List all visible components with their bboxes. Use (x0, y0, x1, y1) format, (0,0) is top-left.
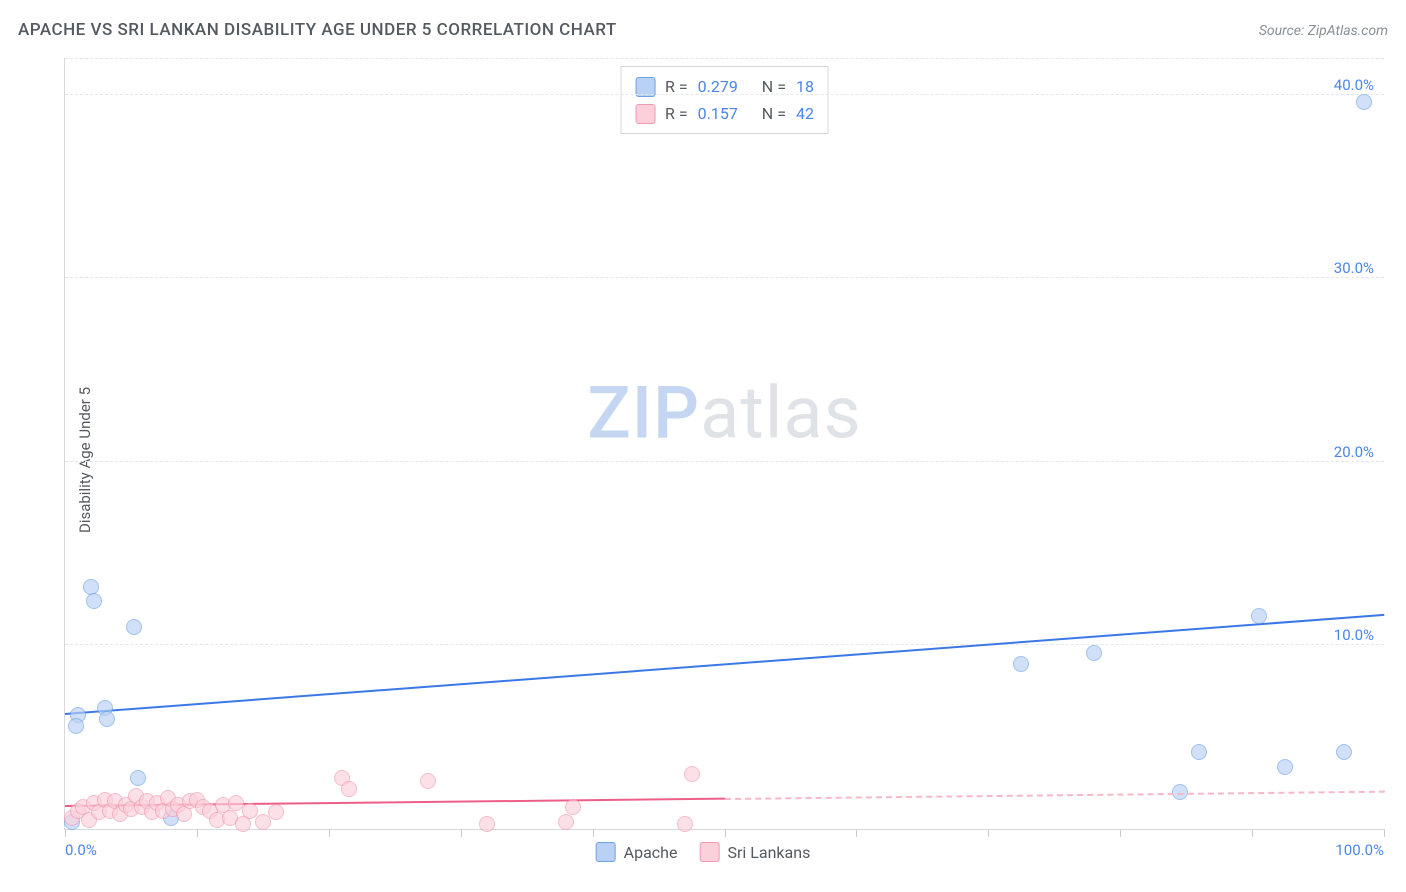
legend-label-apache: Apache (624, 843, 678, 862)
x-tick (461, 829, 462, 837)
scatter-point (268, 804, 284, 820)
y-tick-label: 20.0% (1334, 443, 1374, 461)
legend-item-apache: Apache (596, 842, 678, 862)
scatter-point (1086, 645, 1102, 661)
scatter-point (1013, 656, 1029, 672)
r-value-srilankans: 0.157 (698, 100, 738, 127)
scatter-point (341, 781, 357, 797)
watermark-zip: ZIP (587, 370, 700, 455)
r-label: R = (665, 73, 688, 100)
scatter-point (1191, 744, 1207, 760)
x-tick (1252, 829, 1253, 837)
legend-stats-box: R = 0.279 N = 18 R = 0.157 N = 42 (620, 66, 829, 134)
y-tick-label: 30.0% (1334, 259, 1374, 277)
scatter-point (1336, 744, 1352, 760)
legend-bottom: Apache Sri Lankans (596, 842, 811, 862)
y-tick-label: 10.0% (1334, 626, 1374, 644)
x-tick (988, 829, 989, 837)
scatter-point (130, 770, 146, 786)
swatch-srilankans-icon (635, 104, 655, 124)
scatter-point (1356, 94, 1372, 110)
n-label: N = (762, 73, 786, 100)
n-label: N = (762, 100, 786, 127)
watermark-atlas: atlas (700, 370, 862, 455)
source-label: Source: ZipAtlas.com (1259, 23, 1388, 39)
trend-line (724, 790, 1384, 799)
gridline (65, 94, 1384, 95)
x-tick (725, 829, 726, 837)
x-tick (65, 829, 66, 837)
x-tick (593, 829, 594, 837)
scatter-point (1277, 759, 1293, 775)
x-tick (329, 829, 330, 837)
x-tick (1120, 829, 1121, 837)
x-tick (856, 829, 857, 837)
scatter-point (86, 593, 102, 609)
scatter-point (83, 579, 99, 595)
chart-title: APACHE VS SRI LANKAN DISABILITY AGE UNDE… (18, 20, 617, 40)
gridline (65, 58, 1384, 59)
y-tick-label: 40.0% (1334, 76, 1374, 94)
legend-label-srilankans: Sri Lankans (727, 843, 810, 862)
scatter-point (420, 773, 436, 789)
scatter-point (558, 814, 574, 830)
x-tick (1384, 829, 1385, 837)
scatter-point (126, 619, 142, 635)
scatter-point (479, 816, 495, 832)
swatch-srilankans-icon (699, 842, 719, 862)
gridline (65, 277, 1384, 278)
plot-wrap: Disability Age Under 5 ZIPatlas R = 0.27… (18, 48, 1388, 872)
n-value-apache: 18 (796, 73, 814, 100)
r-label: R = (665, 100, 688, 127)
legend-row-apache: R = 0.279 N = 18 (635, 73, 814, 100)
gridline (65, 461, 1384, 462)
scatter-point (68, 718, 84, 734)
chart-header: APACHE VS SRI LANKAN DISABILITY AGE UNDE… (18, 20, 1388, 40)
x-tick (197, 829, 198, 837)
x-tick-label: 100.0% (1335, 841, 1384, 859)
scatter-point (565, 799, 581, 815)
x-tick-label: 0.0% (65, 841, 97, 859)
scatter-point (1251, 608, 1267, 624)
plot-area: ZIPatlas R = 0.279 N = 18 R = 0.157 N = … (64, 58, 1384, 830)
gridline (65, 644, 1384, 645)
watermark: ZIPatlas (587, 370, 861, 455)
legend-item-srilankans: Sri Lankans (699, 842, 810, 862)
scatter-point (684, 766, 700, 782)
swatch-apache-icon (596, 842, 616, 862)
trend-line (65, 614, 1384, 715)
scatter-point (99, 711, 115, 727)
scatter-point (677, 816, 693, 832)
r-value-apache: 0.279 (698, 73, 738, 100)
legend-row-srilankans: R = 0.157 N = 42 (635, 100, 814, 127)
n-value-srilankans: 42 (796, 100, 814, 127)
